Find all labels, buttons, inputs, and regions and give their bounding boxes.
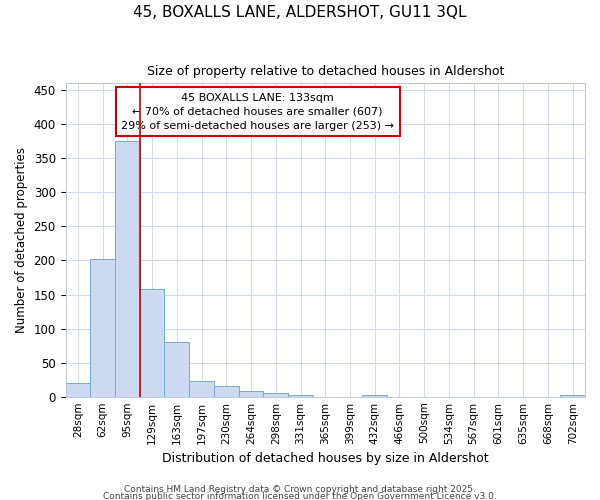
Bar <box>214 386 239 396</box>
Bar <box>189 381 214 396</box>
Bar <box>65 383 90 396</box>
Bar <box>288 394 313 396</box>
Bar <box>239 391 263 396</box>
Text: 45, BOXALLS LANE, ALDERSHOT, GU11 3QL: 45, BOXALLS LANE, ALDERSHOT, GU11 3QL <box>133 5 467 20</box>
X-axis label: Distribution of detached houses by size in Aldershot: Distribution of detached houses by size … <box>162 452 488 465</box>
Y-axis label: Number of detached properties: Number of detached properties <box>15 147 28 333</box>
Bar <box>140 289 164 397</box>
Text: Contains HM Land Registry data © Crown copyright and database right 2025.: Contains HM Land Registry data © Crown c… <box>124 486 476 494</box>
Text: Contains public sector information licensed under the Open Government Licence v3: Contains public sector information licen… <box>103 492 497 500</box>
Bar <box>115 141 140 397</box>
Bar <box>164 342 189 396</box>
Bar <box>90 259 115 396</box>
Title: Size of property relative to detached houses in Aldershot: Size of property relative to detached ho… <box>146 65 504 78</box>
Bar <box>263 394 288 396</box>
Text: 45 BOXALLS LANE: 133sqm
← 70% of detached houses are smaller (607)
29% of semi-d: 45 BOXALLS LANE: 133sqm ← 70% of detache… <box>121 92 394 130</box>
